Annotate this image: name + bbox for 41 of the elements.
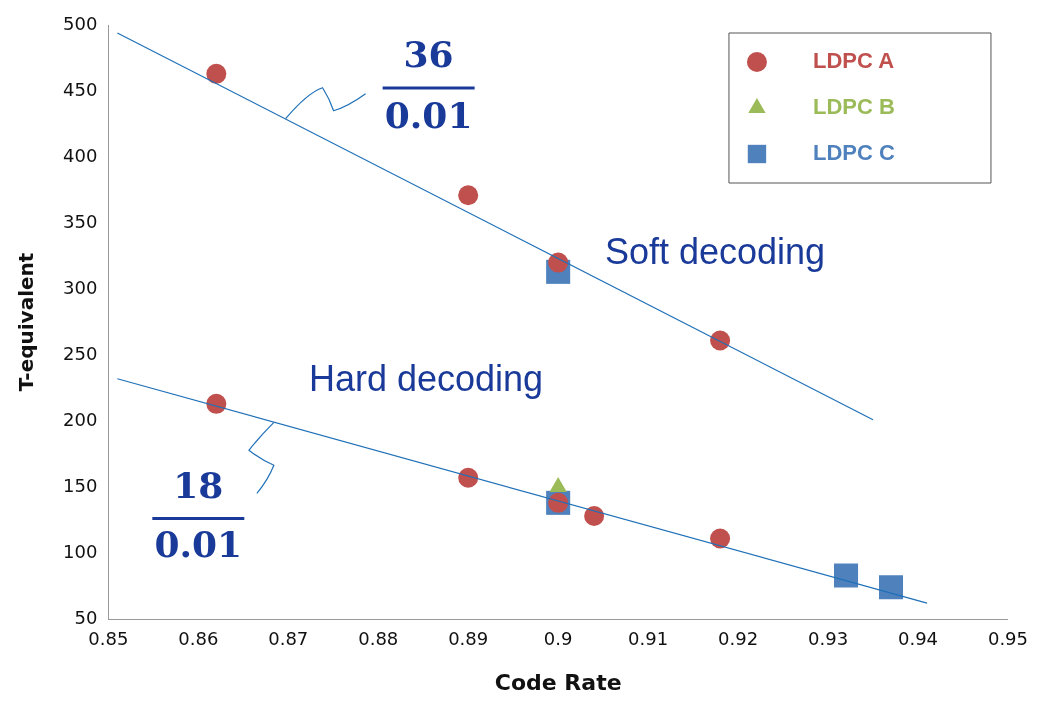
y-tick-label: 150 — [63, 474, 98, 496]
point — [206, 63, 227, 84]
point — [834, 563, 859, 588]
annotation: Hard decoding — [308, 358, 544, 400]
x-tick-label: 0.94 — [897, 628, 939, 650]
x-tick-label: 0.9 — [543, 628, 573, 650]
legend-label: LDPC A — [812, 48, 895, 74]
x-tick-label: 0.89 — [448, 628, 489, 650]
x-tick-label: 0.92 — [718, 628, 759, 650]
annotation: 0.01 — [384, 93, 473, 136]
y-tick-label: 200 — [63, 408, 98, 430]
y-tick-label: 350 — [63, 210, 98, 232]
y-tick-label: 50 — [74, 606, 98, 628]
y-tick-label: 450 — [63, 78, 98, 100]
legend-label: LDPC B — [812, 94, 895, 120]
legend-label: LDPC C — [812, 140, 895, 166]
point — [710, 528, 731, 549]
x-tick-label: 0.91 — [628, 628, 669, 650]
x-tick-label: 0.93 — [808, 628, 849, 650]
point — [584, 506, 605, 527]
y-tick-label: 300 — [63, 276, 98, 298]
annotation: Soft decoding — [604, 230, 826, 272]
x-tick-label: 0.87 — [268, 628, 309, 650]
point — [458, 467, 479, 488]
y-axis-title: T-equivalent — [14, 252, 39, 392]
annotation: 0.01 — [154, 523, 243, 566]
x-tick-label: 0.85 — [88, 628, 129, 650]
x-axis-title: Code Rate — [494, 669, 622, 695]
point — [878, 575, 904, 600]
x-tick-label: 0.86 — [178, 628, 219, 650]
point — [548, 252, 569, 273]
annotation: 36 — [403, 33, 454, 76]
y-tick-label: 250 — [63, 342, 98, 364]
point — [206, 393, 227, 414]
x-tick-label: 0.88 — [358, 628, 399, 650]
y-tick-label: 500 — [63, 12, 98, 34]
x-tick-label: 0.95 — [987, 628, 1028, 650]
y-tick-label: 400 — [63, 144, 98, 166]
y-tick-label: 100 — [63, 540, 98, 562]
point — [458, 185, 479, 206]
annotation: 18 — [173, 463, 224, 506]
